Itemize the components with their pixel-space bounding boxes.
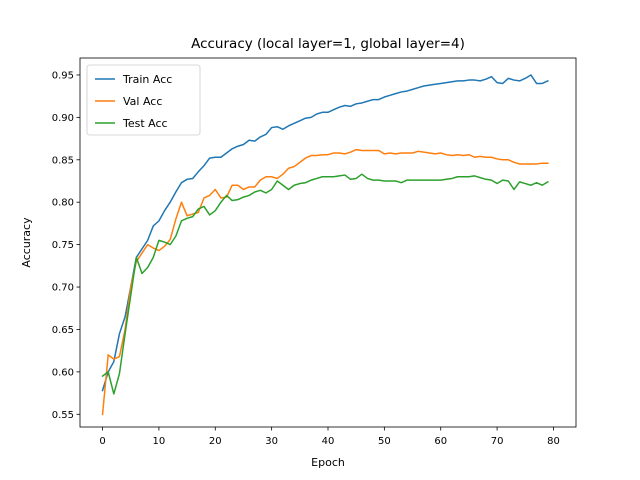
x-axis-ticks: 0 10 20 30 40 50 60 70 80 [99, 427, 559, 447]
legend: Train Acc Val Acc Test Acc [87, 65, 200, 135]
legend-label: Test Acc [122, 117, 168, 130]
y-tick-label: 0.95 [52, 70, 74, 81]
legend-label: Train Acc [122, 73, 172, 86]
y-axis-label: Accuracy [20, 217, 33, 268]
x-tick-label: 80 [547, 436, 560, 447]
y-tick-label: 0.65 [52, 325, 74, 336]
x-tick-label: 0 [99, 436, 105, 447]
x-tick-label: 10 [153, 436, 166, 447]
y-tick-label: 0.55 [52, 410, 74, 421]
y-tick-label: 0.70 [52, 283, 74, 294]
y-tick-label: 0.80 [52, 198, 74, 209]
x-tick-label: 40 [322, 436, 335, 447]
y-tick-label: 0.85 [52, 155, 74, 166]
series-line-2 [103, 174, 548, 394]
x-tick-label: 60 [434, 436, 447, 447]
series-line-1 [103, 150, 548, 415]
x-tick-label: 50 [378, 436, 391, 447]
y-tick-label: 0.60 [52, 367, 74, 378]
x-tick-label: 30 [265, 436, 278, 447]
x-tick-label: 20 [209, 436, 222, 447]
x-tick-label: 70 [491, 436, 504, 447]
chart-title: Accuracy (local layer=1, global layer=4) [191, 36, 465, 52]
x-axis-label: Epoch [311, 456, 345, 469]
y-tick-label: 0.75 [52, 240, 74, 251]
legend-label: Val Acc [123, 95, 162, 108]
y-tick-label: 0.90 [52, 113, 74, 124]
y-axis-ticks: 0.55 0.60 0.65 0.70 0.75 0.80 0.85 0.90 0.95 [52, 70, 80, 420]
